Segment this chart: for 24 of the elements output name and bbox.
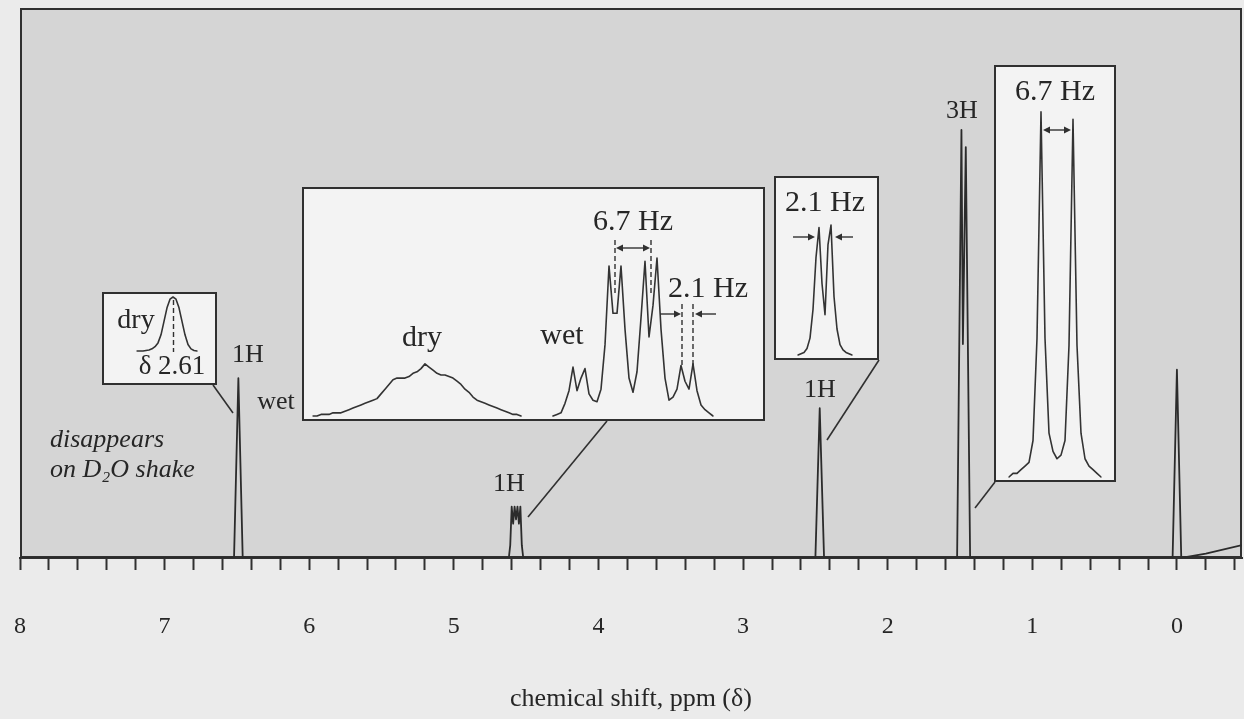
annotation: 1H — [232, 338, 265, 368]
annotation: 1H — [493, 467, 526, 497]
annotation: 1H — [804, 373, 837, 403]
series-label: dry — [117, 303, 155, 335]
text: 6.7 Hz — [1015, 72, 1095, 106]
x-tick-label: 2 — [881, 611, 894, 638]
annotation: 2.1 Hz — [785, 183, 865, 217]
x-tick-label: 8 — [14, 611, 26, 638]
x-tick-label: 4 — [592, 611, 605, 638]
annotation: disappears on D₂O shake — [50, 423, 195, 483]
x-tick-label: 7 — [158, 611, 171, 638]
x-tick-label: 1 — [1026, 611, 1039, 638]
text: 3H — [946, 94, 979, 124]
series-label: wet — [540, 316, 585, 350]
x-tick-label: 5 — [447, 611, 460, 638]
series-label: dry — [402, 318, 442, 352]
x-tick-label: 6 — [303, 611, 316, 638]
annotation: wet — [257, 385, 296, 415]
annotation: 6.7 Hz — [593, 202, 673, 236]
annotation: δ 2.61 — [138, 350, 206, 381]
annotation: 2.1 Hz — [668, 269, 748, 303]
x-axis-title: chemical shift, ppm (δ) — [510, 683, 752, 713]
x-tick-label: 0 — [1170, 611, 1183, 638]
x-tick-label: 3 — [737, 611, 750, 638]
